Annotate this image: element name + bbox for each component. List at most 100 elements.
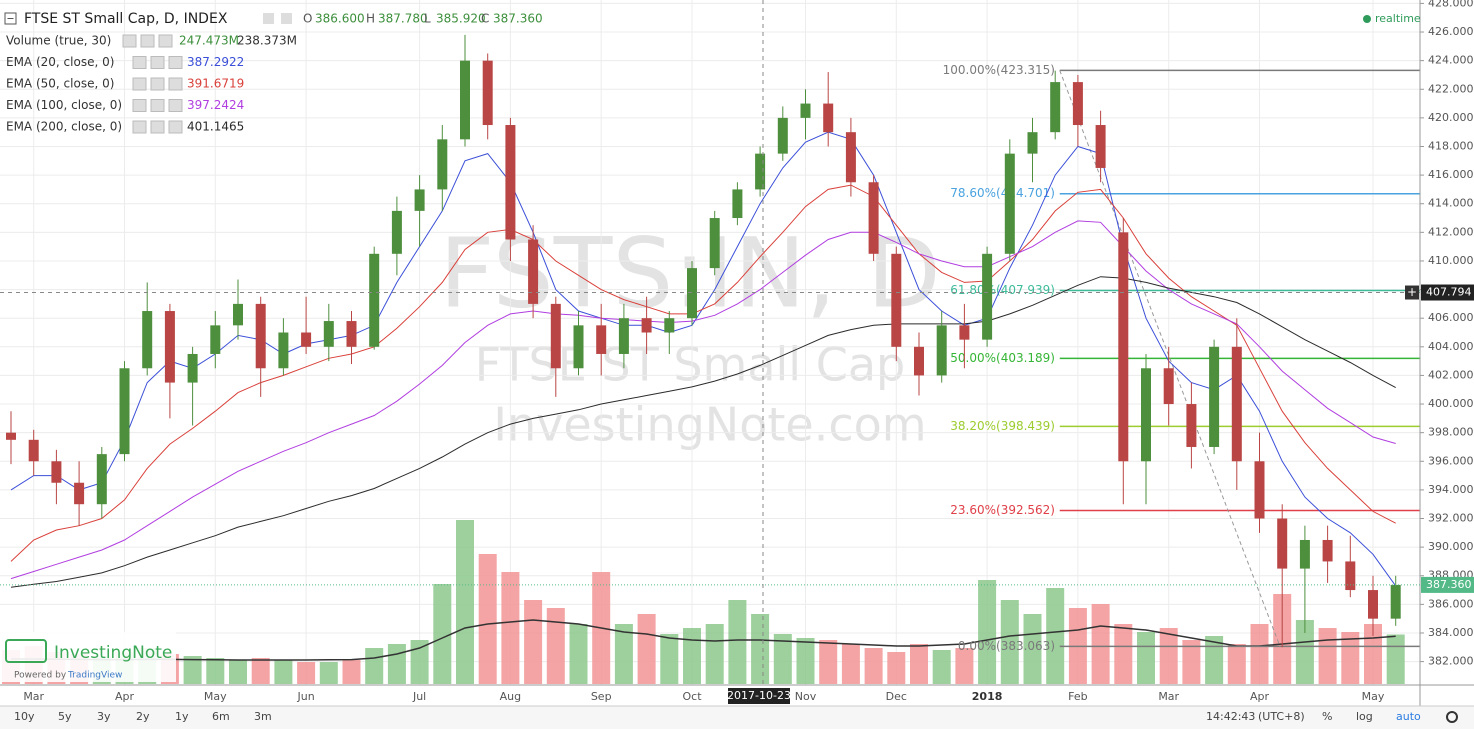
y-tick-label: 396.000 (1428, 454, 1474, 467)
volume-bar (887, 652, 906, 684)
candle-body (959, 325, 970, 340)
ohlc-key: L (424, 12, 431, 26)
icon[interactable] (263, 13, 274, 24)
legend-icon[interactable] (132, 99, 147, 112)
candle-body (1118, 232, 1129, 462)
legend-icon[interactable] (132, 56, 147, 69)
legend-icon[interactable] (168, 56, 183, 69)
ohlc-value: 387.360 (493, 12, 543, 26)
option-button[interactable]: log (1356, 710, 1373, 723)
legend-icon[interactable] (122, 34, 137, 48)
candle-body (1095, 125, 1106, 168)
candle-body (709, 218, 720, 269)
toolbar-bg (0, 706, 1474, 729)
legend-name: EMA (100, close, 0) (6, 98, 122, 112)
x-tick-label: May (204, 690, 227, 703)
tags: 387.360 + 407.794 2017-10-23 (0, 0, 1474, 704)
legend-icon[interactable] (150, 120, 165, 134)
candle-body (800, 103, 811, 118)
legend-icon[interactable] (158, 34, 173, 48)
range-button[interactable]: 5y (58, 710, 72, 723)
toolbar: 14:42:43 (UTC+8) 10y 5y 3y 2y 1y 6m 3m% log auto (0, 705, 1474, 729)
tradingview-link[interactable]: TradingView (67, 671, 122, 681)
candle-body (618, 318, 629, 354)
legend-icon[interactable] (168, 77, 183, 91)
legend-icon[interactable] (140, 34, 155, 48)
collapse-box[interactable] (4, 12, 17, 25)
range-button[interactable]: 3y (97, 710, 111, 723)
range-button[interactable]: 10y (14, 710, 35, 723)
legend-icon[interactable] (150, 77, 165, 91)
x-tick-label: Nov (795, 690, 817, 703)
legend-icon[interactable] (168, 120, 183, 134)
fib-trend (1059, 70, 1281, 647)
option-button[interactable]: auto (1396, 710, 1421, 723)
candle-body (1163, 368, 1174, 405)
range-button[interactable]: 1y (175, 710, 189, 723)
volume-bar (910, 644, 928, 684)
volume-bar (728, 600, 747, 684)
volume-bar (683, 628, 701, 684)
legend-icon[interactable] (132, 77, 147, 91)
candle-body (1277, 518, 1288, 569)
volume-bar (660, 634, 679, 684)
x-tick-label: Apr (1250, 690, 1270, 703)
settings-icon[interactable] (1446, 711, 1458, 723)
candle-body (823, 103, 834, 133)
candle-body (278, 332, 289, 369)
y-tick-label: 420.000 (1428, 111, 1474, 124)
crosshair-plus[interactable] (1405, 285, 1419, 300)
candle-body (346, 321, 357, 347)
icon[interactable] (281, 13, 292, 24)
timezone[interactable]: (UTC+8) (1258, 710, 1305, 723)
candle-body (301, 332, 312, 347)
ema-line (10, 131, 1397, 587)
header: FTSE ST Small Cap, D, INDEX O 386.600 H 387… (4, 11, 1421, 134)
volume-bar (569, 624, 588, 684)
candles (6, 34, 1401, 648)
volume-bar (705, 624, 724, 684)
legend-icon[interactable] (132, 120, 147, 134)
x-tick-label: Oct (682, 690, 702, 703)
candle-body (982, 253, 993, 340)
legend-readout: 247.473M (179, 34, 239, 48)
watermark-site: InvestingNote.com (493, 398, 926, 452)
candle-body (164, 311, 175, 383)
ohlc-key: H (366, 12, 375, 26)
volume-bar (841, 644, 860, 684)
y-tick-label: 410.000 (1428, 254, 1474, 267)
candle-body (868, 182, 879, 254)
ohlc-key: O (303, 12, 312, 26)
y-tick-label: 416.000 (1428, 168, 1474, 181)
volume-bar (1386, 634, 1405, 684)
crosshair-date-label: 2017-10-23 (727, 689, 791, 702)
candle-body (482, 60, 493, 126)
candle-body (323, 321, 334, 347)
volume-bar (433, 584, 452, 684)
volume-bar (1023, 614, 1042, 684)
y-tick-label: 394.000 (1428, 483, 1474, 496)
volume-bar (1295, 620, 1314, 684)
range-button[interactable]: 6m (212, 710, 230, 723)
legend-icon[interactable] (150, 56, 165, 69)
volume-bar (1341, 632, 1360, 684)
legend-icon[interactable] (168, 99, 183, 112)
x-tick-label: Mar (1158, 690, 1179, 703)
y-tick-label: 392.000 (1428, 512, 1474, 525)
x-tick-label: Feb (1068, 690, 1087, 703)
volume-bar (1205, 636, 1224, 684)
legend-readout: 391.6719 (187, 77, 244, 91)
y-tick-label: 390.000 (1428, 540, 1474, 553)
range-button[interactable]: 2y (136, 710, 150, 723)
ema-lines (10, 131, 1397, 588)
volume-bar (978, 580, 997, 684)
y-tick-label: 402.000 (1428, 368, 1474, 381)
option-button[interactable]: % (1322, 710, 1332, 723)
range-button[interactable]: 3m (254, 710, 272, 723)
volume-bar (1227, 644, 1246, 684)
volume-bar (365, 648, 384, 684)
candle-body (550, 303, 561, 369)
volume-bar (229, 660, 247, 684)
volume-bar (251, 658, 270, 684)
legend-icon[interactable] (150, 99, 165, 112)
